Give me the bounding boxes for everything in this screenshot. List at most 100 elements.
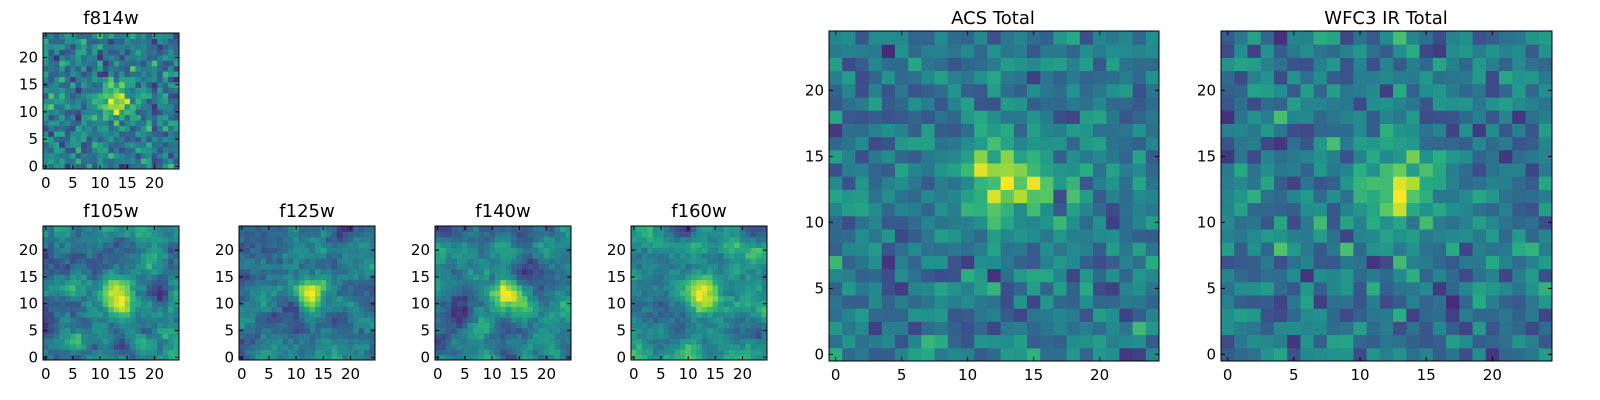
heatmap-cell xyxy=(761,311,768,318)
heatmap-cell xyxy=(266,311,273,318)
heatmap-cell xyxy=(505,311,512,318)
heatmap-cell xyxy=(961,321,975,336)
heatmap-cell xyxy=(43,295,49,302)
heatmap-cell xyxy=(86,236,93,243)
heatmap-cell xyxy=(86,322,93,329)
heatmap-cell xyxy=(1393,281,1407,296)
heatmap-cell xyxy=(921,334,936,349)
heatmap-cell xyxy=(168,81,175,88)
heatmap-cell xyxy=(282,258,289,265)
heatmap-cell xyxy=(451,354,458,361)
heatmap-cell xyxy=(97,258,104,265)
heatmap-cell xyxy=(43,333,49,340)
heatmap-cell xyxy=(1132,31,1147,45)
heatmap-cell xyxy=(108,92,115,99)
heatmap-cell xyxy=(326,295,332,302)
heatmap-cell xyxy=(304,354,311,361)
heatmap-cell xyxy=(554,226,561,232)
heatmap-cell xyxy=(108,327,115,334)
heatmap-cell xyxy=(663,236,670,243)
heatmap-cell xyxy=(173,290,180,297)
heatmap-cell xyxy=(304,268,311,275)
heatmap-cell xyxy=(119,301,126,307)
heatmap-cell xyxy=(119,327,126,334)
heatmap-cell xyxy=(97,120,104,126)
heatmap-cell xyxy=(478,247,485,254)
heatmap-cell xyxy=(473,279,480,286)
heatmap-cell xyxy=(1353,308,1368,322)
heatmap-cell xyxy=(842,202,856,217)
heatmap-cell xyxy=(358,311,365,318)
heatmap-cell xyxy=(75,242,82,248)
heatmap-cell xyxy=(86,333,93,340)
heatmap-cell xyxy=(1340,136,1354,151)
heatmap-cell xyxy=(478,279,485,286)
heatmap-cell xyxy=(511,333,518,340)
heatmap-cell xyxy=(135,354,142,361)
heatmap-cell xyxy=(1393,347,1407,362)
heatmap-cell xyxy=(1313,242,1328,256)
heatmap-cell xyxy=(130,141,136,148)
heatmap-cell xyxy=(538,284,545,291)
heatmap-cell xyxy=(43,290,49,297)
heatmap-cell xyxy=(829,255,843,270)
heatmap-cell xyxy=(336,236,343,243)
heatmap-cell xyxy=(947,83,962,98)
heatmap-cell xyxy=(1093,163,1107,177)
heatmap-cell xyxy=(1027,242,1041,256)
heatmap-cell xyxy=(881,268,896,283)
heatmap-cell xyxy=(1406,202,1421,217)
heatmap-cell xyxy=(511,327,518,334)
heatmap-cell xyxy=(451,242,458,248)
heatmap-cell xyxy=(119,109,126,116)
heatmap-cell xyxy=(745,284,752,291)
heatmap-cell xyxy=(173,152,180,159)
heatmap-cell xyxy=(1106,308,1120,322)
heatmap-cell xyxy=(1432,123,1447,138)
heatmap-cell xyxy=(249,354,256,361)
heatmap-cell xyxy=(1053,268,1068,283)
heatmap-cell xyxy=(462,290,469,297)
heatmap-cell xyxy=(162,317,169,323)
heatmap-cell xyxy=(1432,295,1447,309)
heatmap-cell xyxy=(1221,149,1235,164)
heatmap-cell xyxy=(255,295,262,302)
heatmap-cell xyxy=(467,327,474,334)
heatmap-cell xyxy=(478,258,485,265)
heatmap-cell xyxy=(440,242,447,248)
heatmap-cell xyxy=(829,123,843,138)
heatmap-cell xyxy=(151,71,158,78)
heatmap-cells xyxy=(239,226,376,361)
heatmap-cell xyxy=(560,263,567,270)
heatmap-cell xyxy=(1066,334,1081,349)
heatmap-cell xyxy=(1366,44,1381,58)
heatmap-cell xyxy=(435,252,441,259)
heatmap-cell xyxy=(146,43,153,50)
heatmap-cell xyxy=(467,274,474,281)
heatmap-cell xyxy=(934,70,949,85)
heatmap-cell xyxy=(1485,83,1500,98)
heatmap-cell xyxy=(266,306,273,313)
heatmap-cell xyxy=(674,322,681,329)
heatmap-cell xyxy=(435,268,441,275)
heatmap-cell xyxy=(353,349,360,356)
heatmap-cell xyxy=(658,279,665,286)
heatmap-cell xyxy=(157,290,164,297)
heatmap-cell xyxy=(157,136,164,143)
heatmap-cell xyxy=(102,125,109,132)
heatmap-cell xyxy=(282,327,289,334)
heatmap-cell xyxy=(135,71,142,78)
heatmap-cell xyxy=(64,92,71,99)
heatmap-cell xyxy=(75,60,82,67)
heatmap-cell xyxy=(48,65,55,72)
heatmap-cell xyxy=(478,274,485,281)
heatmap-cell xyxy=(64,152,71,159)
heatmap-cell xyxy=(1340,347,1354,362)
heatmap-cell xyxy=(239,343,245,350)
heatmap-cell xyxy=(124,258,131,265)
heatmap-cell xyxy=(1393,215,1407,230)
heatmap-cell xyxy=(1340,268,1354,283)
heatmap-cell xyxy=(1287,347,1301,362)
heatmap-cell xyxy=(701,274,708,281)
heatmap-cell xyxy=(1053,295,1068,309)
